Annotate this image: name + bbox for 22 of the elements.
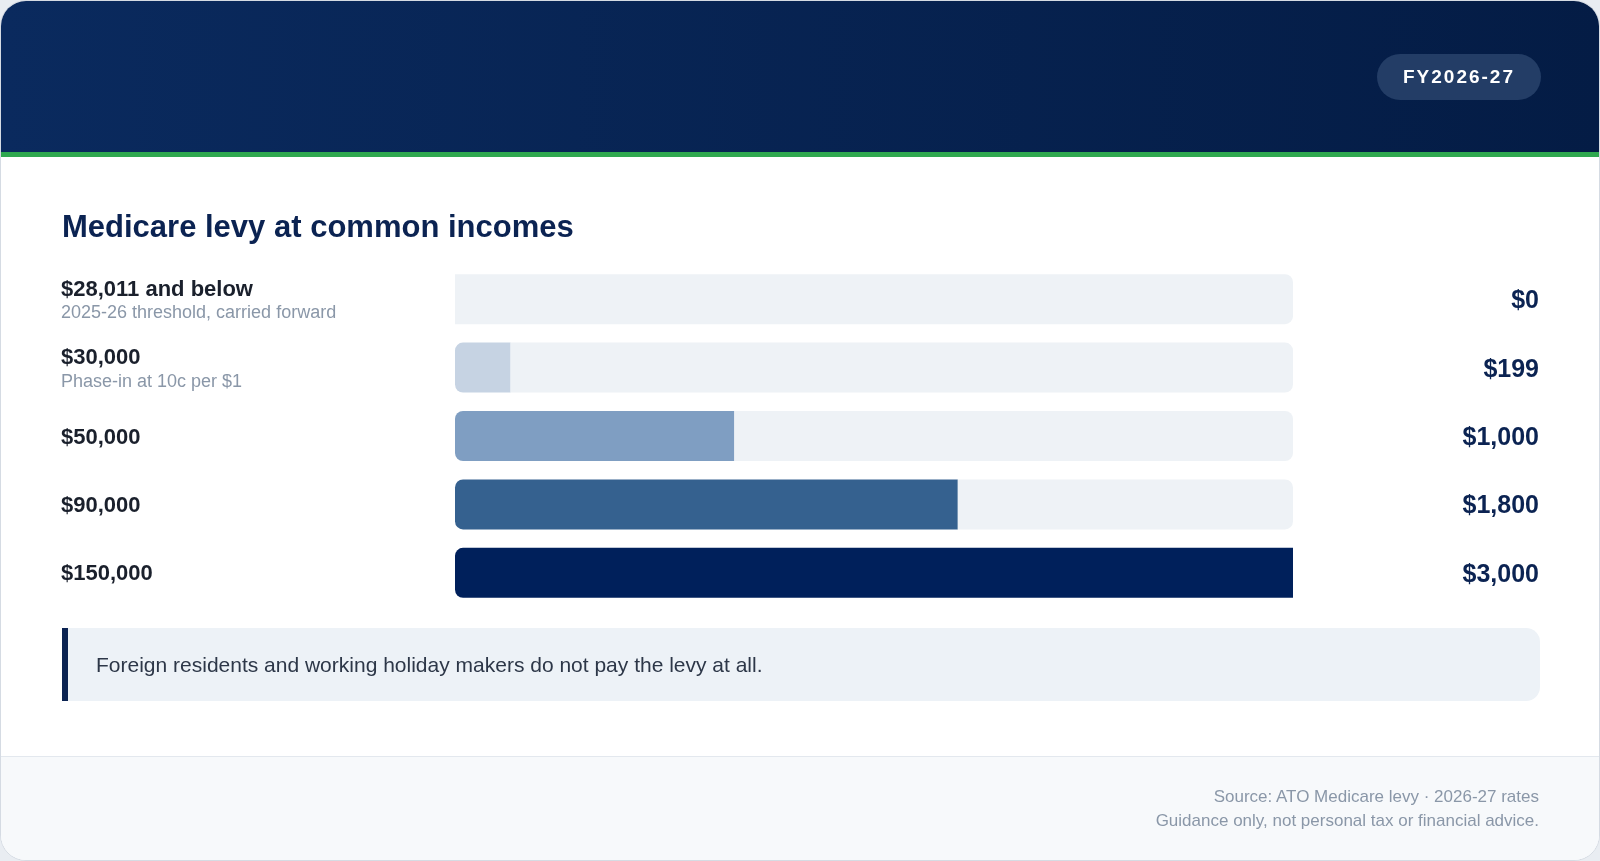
bar [734,411,1293,461]
text: FY2026-27 [1376,54,1541,100]
bar [510,342,1293,393]
y-tick-label: $150,000 [61,560,153,586]
text: Foreign residents and working holiday makers do not pay the levy at all. [62,628,1540,701]
y-tick-label: $30,000 Phase-in at 10c per $1 [61,344,243,391]
data-label: $0 [1511,285,1539,314]
bar [455,411,735,461]
data-label: $1,800 [1462,490,1539,519]
chart-title: Medicare levy at common incomes [62,209,574,245]
text: Guidance only, not personal tax or financial advice. [1155,810,1539,832]
y-tick-label: $50,000 [61,423,141,449]
source-note: Source: ATO Medicare levy · 2026-27 rates [1212,786,1539,808]
bar [455,342,511,393]
y-tick-label: $90,000 [61,491,141,517]
bar [455,547,1293,598]
bar [957,479,1293,530]
data-label: $1,000 [1462,422,1539,450]
bar [455,479,958,530]
data-label: $199 [1483,353,1539,382]
data-label: $3,000 [1462,558,1539,587]
y-tick-label: $28,011 and below 2025-26 threshold, carried forward [61,275,337,323]
